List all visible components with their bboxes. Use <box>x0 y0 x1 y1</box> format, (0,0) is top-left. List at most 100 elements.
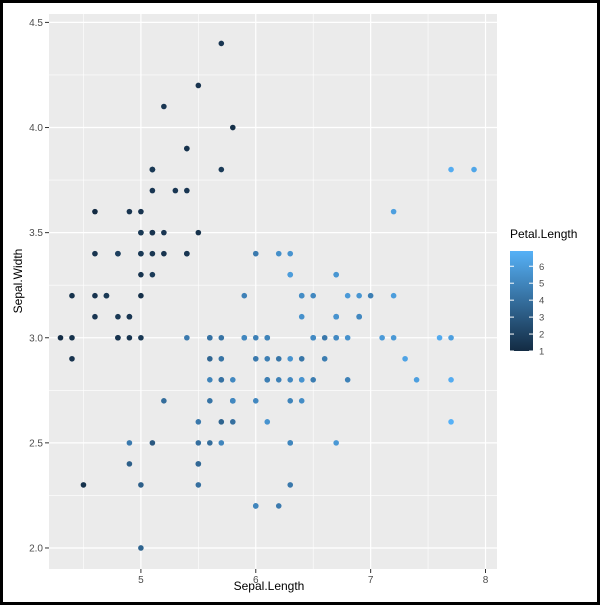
data-point <box>287 250 294 257</box>
data-point <box>436 334 443 341</box>
data-point <box>218 40 225 47</box>
legend-label: 5 <box>539 279 544 290</box>
data-point <box>126 461 133 467</box>
data-point <box>390 208 397 215</box>
data-point <box>448 166 454 173</box>
data-point <box>344 292 351 299</box>
data-point <box>298 355 305 362</box>
data-point <box>115 313 121 320</box>
data-point <box>390 334 397 341</box>
data-point <box>218 419 225 425</box>
data-point <box>298 313 305 320</box>
data-point <box>184 187 190 194</box>
data-point <box>218 334 225 341</box>
x-axis-title: Sepal.Length <box>234 579 305 593</box>
data-point <box>138 482 144 488</box>
data-point <box>149 187 156 194</box>
data-point <box>138 208 144 215</box>
data-point <box>161 398 167 404</box>
data-point <box>229 419 236 425</box>
data-point <box>287 376 294 383</box>
data-point <box>252 334 259 341</box>
data-point <box>229 398 236 404</box>
data-point <box>149 250 156 257</box>
data-point <box>92 292 98 299</box>
legend-label: 2 <box>539 330 544 341</box>
y-tick-label: 4.5 <box>29 18 43 29</box>
data-point <box>287 355 294 362</box>
legend-label: 6 <box>539 262 544 273</box>
data-point <box>69 292 75 299</box>
data-point <box>321 355 328 362</box>
data-point <box>195 82 202 89</box>
data-point <box>218 355 225 362</box>
data-point <box>218 166 225 173</box>
data-point <box>252 250 259 257</box>
x-tick-label: 6 <box>253 575 259 586</box>
data-point <box>264 419 271 425</box>
legend-label: 4 <box>539 296 544 307</box>
data-point <box>367 292 374 299</box>
data-point <box>103 292 110 299</box>
data-point <box>138 334 144 341</box>
data-point <box>161 103 167 110</box>
data-point <box>321 334 328 341</box>
data-point <box>229 124 236 131</box>
y-tick-label: 3.5 <box>29 228 43 239</box>
data-point <box>241 292 248 299</box>
data-point <box>298 292 305 299</box>
data-point <box>92 313 98 320</box>
data-point <box>241 334 248 341</box>
data-point <box>344 334 351 341</box>
data-point <box>138 545 144 551</box>
data-point <box>252 398 259 404</box>
data-point <box>275 355 282 362</box>
data-point <box>138 271 144 278</box>
data-point <box>229 376 236 383</box>
data-point <box>252 355 259 362</box>
data-point <box>310 334 317 341</box>
data-point <box>287 440 294 446</box>
y-tick-label: 2.0 <box>29 543 43 554</box>
legend-colorbar <box>510 251 533 351</box>
color-legend: Petal.Length 6 5 4 3 2 1 <box>510 227 577 358</box>
data-point <box>172 187 179 194</box>
data-point <box>448 419 454 425</box>
data-point <box>252 503 259 509</box>
data-point <box>126 313 133 320</box>
data-point <box>413 376 420 383</box>
data-point <box>344 376 351 383</box>
data-point <box>195 461 202 467</box>
legend-title: Petal.Length <box>510 227 577 241</box>
data-point <box>275 250 282 257</box>
data-point <box>126 334 133 341</box>
data-point <box>287 398 294 404</box>
x-tick-label: 5 <box>138 575 144 586</box>
data-point <box>149 440 156 446</box>
data-point <box>275 503 282 509</box>
data-point <box>287 482 294 488</box>
data-point <box>126 208 133 215</box>
data-point <box>69 355 75 362</box>
data-point <box>264 376 271 383</box>
data-point <box>92 250 98 257</box>
legend-label: 3 <box>539 313 544 324</box>
data-point <box>115 250 121 257</box>
data-point <box>298 398 305 404</box>
data-point <box>218 376 225 383</box>
data-point <box>195 440 202 446</box>
data-point <box>448 376 454 383</box>
data-point <box>207 355 213 362</box>
data-point <box>390 292 397 299</box>
data-point <box>275 376 282 383</box>
data-point <box>195 229 202 236</box>
data-point <box>207 334 213 341</box>
data-point <box>333 334 339 341</box>
y-tick-label: 2.5 <box>29 438 43 449</box>
data-point <box>69 334 75 341</box>
data-point <box>310 376 317 383</box>
data-point <box>149 166 156 173</box>
data-point <box>310 292 317 299</box>
data-point <box>264 334 271 341</box>
